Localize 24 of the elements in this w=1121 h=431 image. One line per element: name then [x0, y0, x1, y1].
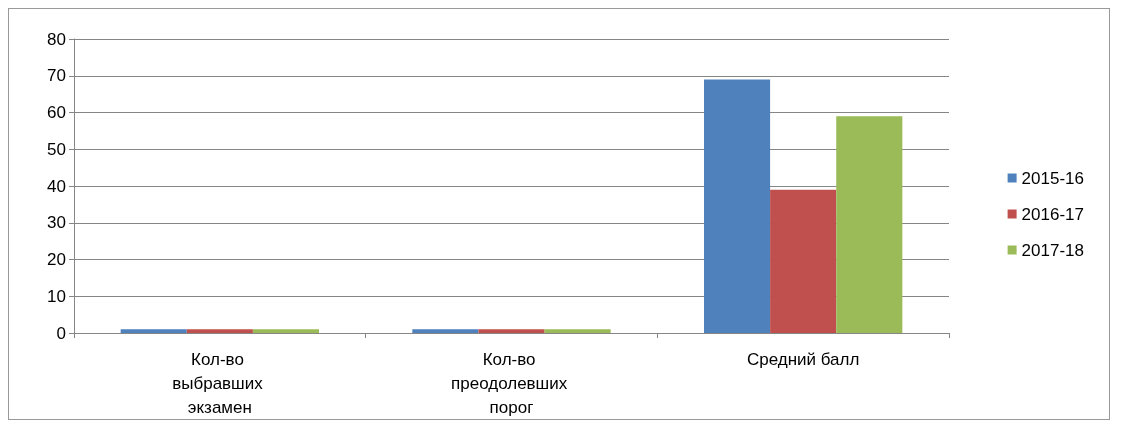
legend-label: 2015-16	[1021, 168, 1084, 188]
x-tick-label: Кол-во преодолевших порог	[451, 349, 572, 417]
bar	[478, 329, 545, 333]
y-tick-label: 10	[47, 286, 66, 306]
bar	[544, 329, 611, 333]
y-tick-label: 30	[47, 213, 66, 233]
y-tick-label: 20	[47, 250, 66, 269]
bar	[836, 116, 903, 333]
y-tick-label: 0	[56, 323, 66, 343]
bar	[186, 329, 253, 333]
x-tick-label: Кол-во выбравших экзамен	[172, 349, 268, 417]
y-tick-label: 80	[47, 29, 66, 49]
bar	[412, 329, 479, 333]
bar	[252, 329, 319, 333]
y-tick-label: 50	[47, 139, 66, 159]
bar	[704, 79, 771, 333]
y-tick-label: 70	[47, 66, 66, 86]
legend-label: 2017-18	[1021, 240, 1084, 260]
bar	[120, 329, 187, 333]
y-tick-label: 40	[47, 176, 66, 196]
legend-label: 2016-17	[1021, 204, 1084, 224]
x-tick-label: Средний балл	[746, 349, 860, 369]
y-tick-label: 60	[47, 103, 66, 122]
bar	[770, 189, 837, 333]
